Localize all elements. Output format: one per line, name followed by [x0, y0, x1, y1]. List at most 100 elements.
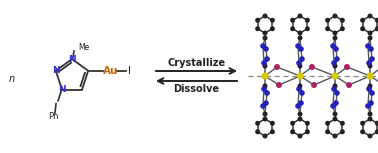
Circle shape [290, 26, 295, 31]
Circle shape [365, 103, 371, 109]
Circle shape [290, 18, 295, 23]
Circle shape [264, 56, 270, 62]
Circle shape [360, 26, 365, 31]
Circle shape [299, 56, 305, 62]
Circle shape [311, 82, 317, 88]
Circle shape [297, 13, 302, 19]
Circle shape [270, 121, 275, 126]
Circle shape [262, 63, 268, 69]
Circle shape [375, 129, 378, 134]
Circle shape [274, 64, 280, 70]
Circle shape [262, 116, 268, 121]
Circle shape [295, 43, 301, 49]
Circle shape [331, 86, 337, 92]
Circle shape [262, 134, 268, 138]
Circle shape [340, 26, 345, 31]
Text: N: N [68, 54, 76, 63]
Circle shape [367, 134, 372, 138]
Circle shape [295, 103, 301, 109]
Circle shape [263, 46, 269, 52]
Circle shape [270, 18, 275, 23]
Circle shape [340, 18, 345, 23]
Circle shape [255, 18, 260, 23]
Circle shape [262, 13, 268, 19]
Circle shape [344, 64, 350, 70]
Circle shape [255, 26, 260, 31]
Circle shape [333, 30, 338, 35]
Circle shape [369, 56, 375, 62]
Circle shape [333, 13, 338, 19]
Circle shape [263, 100, 269, 106]
Circle shape [262, 30, 268, 35]
Circle shape [367, 30, 372, 35]
Circle shape [333, 116, 338, 121]
Circle shape [367, 63, 372, 69]
Circle shape [264, 90, 270, 96]
Circle shape [375, 26, 378, 31]
Circle shape [333, 46, 339, 52]
Circle shape [360, 121, 365, 126]
Circle shape [333, 63, 338, 69]
Circle shape [331, 60, 337, 66]
Circle shape [367, 13, 372, 19]
Circle shape [305, 18, 310, 23]
Circle shape [305, 121, 310, 126]
Circle shape [330, 43, 336, 49]
Circle shape [325, 129, 330, 134]
Circle shape [297, 63, 302, 69]
Circle shape [368, 100, 374, 106]
Circle shape [296, 60, 302, 66]
Circle shape [299, 90, 305, 96]
Circle shape [297, 35, 302, 41]
Text: I: I [128, 66, 131, 76]
Circle shape [298, 100, 304, 106]
Circle shape [375, 18, 378, 23]
Text: Au: Au [102, 66, 118, 76]
Circle shape [366, 60, 372, 66]
Text: N: N [52, 66, 60, 75]
Circle shape [297, 84, 302, 88]
Circle shape [261, 86, 267, 92]
Circle shape [296, 73, 304, 80]
Circle shape [333, 100, 339, 106]
Circle shape [276, 82, 282, 88]
Circle shape [368, 46, 374, 52]
Circle shape [270, 129, 275, 134]
Text: N: N [58, 85, 66, 94]
Circle shape [367, 73, 373, 80]
Circle shape [366, 86, 372, 92]
Circle shape [262, 112, 268, 116]
Circle shape [255, 129, 260, 134]
Circle shape [260, 43, 266, 49]
Circle shape [367, 84, 372, 88]
Circle shape [369, 90, 375, 96]
Circle shape [333, 134, 338, 138]
Text: Dissolve: Dissolve [174, 84, 220, 94]
Circle shape [305, 129, 310, 134]
Circle shape [262, 84, 268, 88]
Circle shape [367, 35, 372, 41]
Circle shape [325, 18, 330, 23]
Circle shape [375, 121, 378, 126]
Circle shape [296, 86, 302, 92]
Circle shape [330, 103, 336, 109]
Circle shape [309, 64, 315, 70]
Text: Ph: Ph [48, 112, 58, 121]
Circle shape [260, 103, 266, 109]
Circle shape [305, 26, 310, 31]
Circle shape [325, 26, 330, 31]
Circle shape [297, 134, 302, 138]
Circle shape [325, 121, 330, 126]
Circle shape [261, 60, 267, 66]
Circle shape [262, 35, 268, 41]
Circle shape [270, 26, 275, 31]
Circle shape [333, 35, 338, 41]
Circle shape [297, 116, 302, 121]
Circle shape [334, 90, 340, 96]
Circle shape [346, 82, 352, 88]
Circle shape [367, 116, 372, 121]
Text: n: n [9, 74, 15, 84]
Text: Me: Me [78, 43, 89, 52]
Circle shape [365, 43, 371, 49]
Circle shape [290, 129, 295, 134]
